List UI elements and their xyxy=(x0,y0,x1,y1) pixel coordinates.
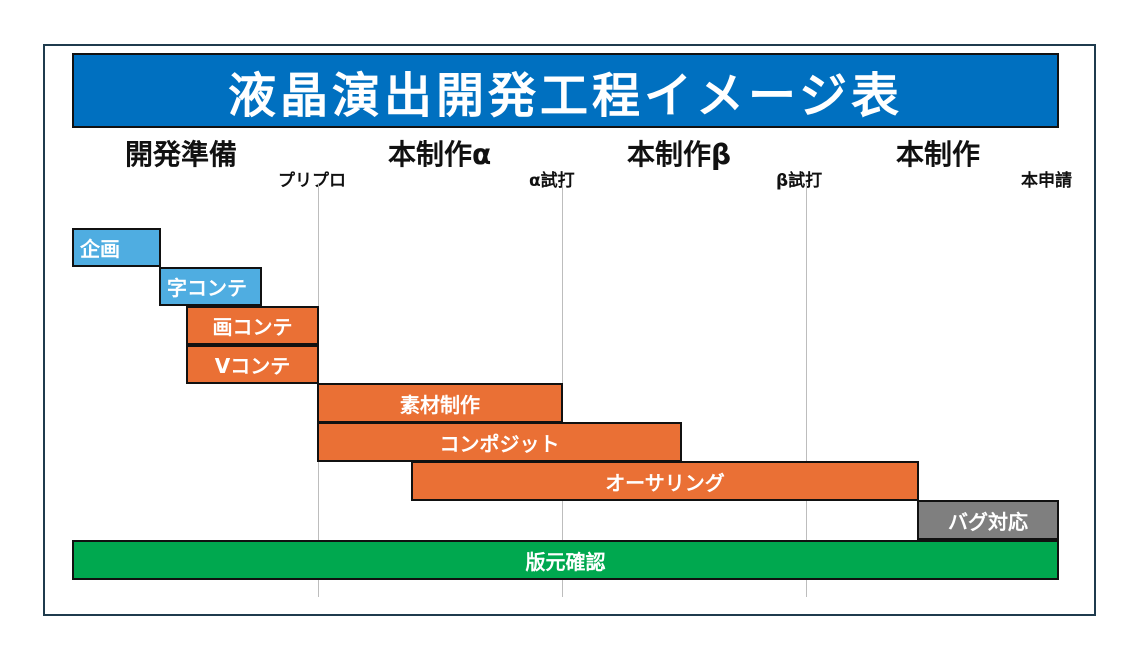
phase-alpha: 本制作α xyxy=(388,138,492,171)
task-bar-planning: 企画 xyxy=(72,228,161,267)
task-bar-authoring: オーサリング xyxy=(411,461,919,501)
task-bar-video-storyboard: Vコンテ xyxy=(186,345,319,384)
chart-title: 液晶演出開発工程イメージ表 xyxy=(72,53,1059,128)
task-bar-text-storyboard: 字コンテ xyxy=(159,267,262,306)
task-bar-bug-fixing: バグ対応 xyxy=(917,500,1059,540)
phase-production: 本制作 xyxy=(896,138,981,171)
milestone-alpha-test: α試打 xyxy=(529,171,575,191)
task-bar-compositing: コンポジット xyxy=(317,422,682,462)
milestone-beta-test: β試打 xyxy=(776,171,823,191)
phase-beta: 本制作β xyxy=(627,138,732,171)
milestone-line xyxy=(806,183,807,597)
phase-preparation: 開発準備 xyxy=(125,138,238,171)
milestone-final-submission: 本申請 xyxy=(1021,171,1072,191)
task-bar-asset-production: 素材制作 xyxy=(317,383,563,423)
task-bar-licensor-review: 版元確認 xyxy=(72,540,1059,580)
task-bar-picture-storyboard: 画コンテ xyxy=(186,306,319,345)
milestone-preproduction: プリプロ xyxy=(278,171,346,191)
